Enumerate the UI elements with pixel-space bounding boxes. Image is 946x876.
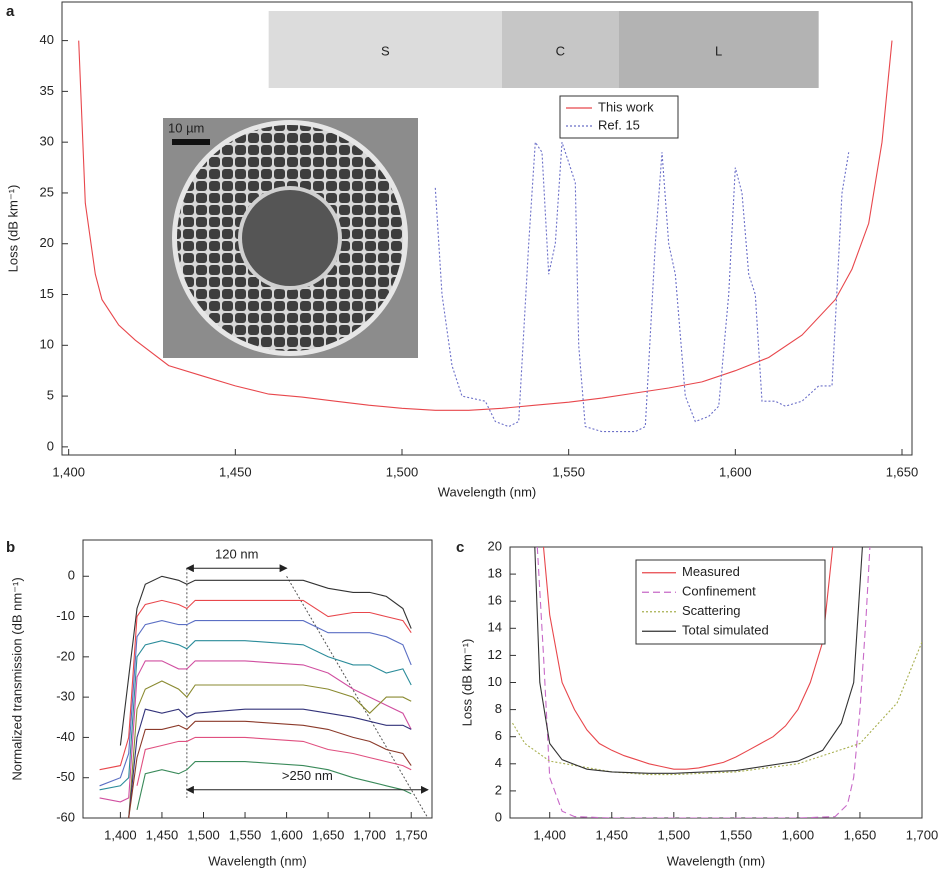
x-tick-label: 1,700 xyxy=(353,827,386,842)
x-tick-label: 1,600 xyxy=(782,827,815,842)
sem-inset: 10 µm xyxy=(163,118,418,358)
series-line xyxy=(128,680,412,818)
y-tick-label: 6 xyxy=(495,728,502,743)
y-tick-label: 20 xyxy=(40,235,54,250)
y-tick-label: -40 xyxy=(56,729,75,744)
legend-box xyxy=(559,95,679,139)
y-tick-label: 18 xyxy=(488,566,502,581)
band-label: L xyxy=(715,43,722,58)
y-tick-label: 40 xyxy=(40,32,54,47)
legend-label: Ref. 15 xyxy=(598,117,640,132)
y-tick-label: 30 xyxy=(40,134,54,149)
plot-frame xyxy=(82,539,433,819)
x-axis-label: Wavelength (nm) xyxy=(438,484,537,499)
y-axis-label: Loss (dB km⁻¹) xyxy=(459,639,474,727)
band xyxy=(268,11,502,88)
x-tick-label: 1,450 xyxy=(595,827,628,842)
series-line xyxy=(99,660,412,803)
legend-label: Confinement xyxy=(682,584,756,599)
series-line xyxy=(512,641,922,776)
scale-bar-label: 10 µm xyxy=(168,120,204,135)
y-tick-label: 14 xyxy=(488,620,502,635)
band-label: C xyxy=(556,43,565,58)
y-tick-label: -30 xyxy=(56,689,75,704)
series-line xyxy=(78,40,893,411)
legend-box xyxy=(635,559,826,645)
legend-label: This work xyxy=(598,99,654,114)
x-tick-label: 1,550 xyxy=(720,827,753,842)
series-line xyxy=(536,547,871,818)
legend-label: Scattering xyxy=(682,603,741,618)
y-tick-label: -60 xyxy=(56,809,75,824)
x-tick-label: 1,550 xyxy=(229,827,262,842)
x-tick-label: 1,400 xyxy=(52,464,85,479)
series-line xyxy=(119,575,412,746)
y-tick-label: -20 xyxy=(56,648,75,663)
plot-area xyxy=(78,40,893,433)
plot-area xyxy=(512,547,922,818)
y-tick-label: 10 xyxy=(488,674,502,689)
plot-frame xyxy=(61,1,913,456)
y-axis-label: Normalized transmission (dB nm⁻¹) xyxy=(9,577,24,780)
series-line xyxy=(434,140,850,433)
series-line xyxy=(128,720,412,818)
x-tick-label: 1,600 xyxy=(270,827,303,842)
y-tick-label: 4 xyxy=(495,755,502,770)
x-tick-label: 1,700 xyxy=(906,827,939,842)
x-axis-label: Wavelength (nm) xyxy=(667,853,766,868)
y-tick-label: 35 xyxy=(40,83,54,98)
series-line xyxy=(99,599,412,771)
x-axis-label: Wavelength (nm) xyxy=(208,853,307,868)
x-tick-label: 1,500 xyxy=(386,464,419,479)
x-tick-label: 1,750 xyxy=(395,827,428,842)
y-tick-label: 15 xyxy=(40,286,54,301)
legend-label: Total simulated xyxy=(682,623,769,638)
x-tick-label: 1,650 xyxy=(844,827,877,842)
y-tick-label: 0 xyxy=(68,568,75,583)
band-label: S xyxy=(381,43,390,58)
y-tick-label: 10 xyxy=(40,337,54,352)
x-tick-label: 1,400 xyxy=(533,827,566,842)
series-line xyxy=(99,640,412,791)
y-tick-label: 20 xyxy=(488,538,502,553)
y-tick-label: 0 xyxy=(495,809,502,824)
annotation-label: >250 nm xyxy=(282,768,333,783)
series-line xyxy=(542,547,834,770)
y-tick-label: 8 xyxy=(495,701,502,716)
y-tick-label: 0 xyxy=(47,438,54,453)
y-tick-label: 5 xyxy=(47,388,54,403)
y-tick-label: -50 xyxy=(56,769,75,784)
panel-letter: b xyxy=(6,539,15,556)
series-line xyxy=(534,547,863,774)
y-tick-label: 16 xyxy=(488,593,502,608)
y-axis-label: Loss (dB km⁻¹) xyxy=(5,185,20,273)
x-tick-label: 1,600 xyxy=(719,464,752,479)
x-tick-label: 1,550 xyxy=(552,464,585,479)
annotation-label: 120 nm xyxy=(215,547,258,562)
series-line xyxy=(99,620,412,787)
band xyxy=(618,11,819,88)
x-tick-label: 1,450 xyxy=(146,827,179,842)
x-tick-label: 1,650 xyxy=(312,827,345,842)
x-tick-label: 1,500 xyxy=(658,827,691,842)
y-tick-label: 12 xyxy=(488,647,502,662)
y-tick-label: 25 xyxy=(40,184,54,199)
band xyxy=(502,11,619,88)
series-line xyxy=(136,761,412,811)
x-tick-label: 1,650 xyxy=(886,464,919,479)
y-tick-label: -10 xyxy=(56,608,75,623)
series-line xyxy=(136,736,412,786)
guide-line xyxy=(286,576,429,818)
x-tick-label: 1,500 xyxy=(187,827,220,842)
x-tick-label: 1,400 xyxy=(104,827,137,842)
x-tick-label: 1,450 xyxy=(219,464,252,479)
series-line xyxy=(128,708,412,818)
panel-letter: c xyxy=(456,539,464,556)
legend-label: Measured xyxy=(682,564,740,579)
y-tick-label: 2 xyxy=(495,782,502,797)
plot-area xyxy=(99,568,429,818)
panel-letter: a xyxy=(6,3,15,20)
